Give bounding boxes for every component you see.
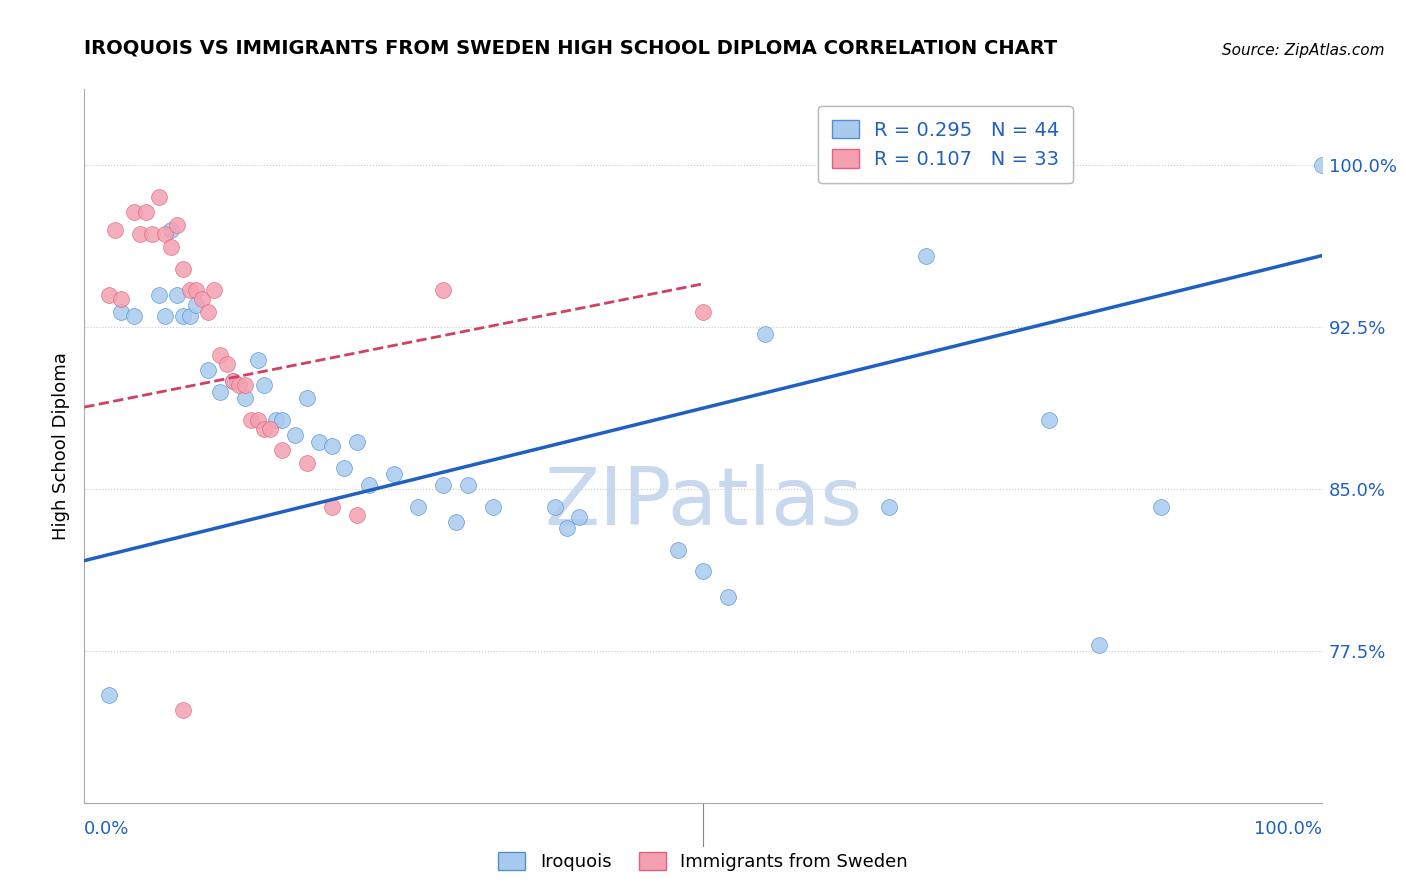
- Point: [1088, 638, 1111, 652]
- Y-axis label: High School Diploma: High School Diploma: [52, 352, 70, 540]
- Point: [202, 283, 225, 297]
- Point: [692, 305, 714, 319]
- Point: [233, 392, 256, 406]
- Point: [110, 305, 132, 319]
- Text: ZIPatlas: ZIPatlas: [544, 464, 862, 542]
- Point: [346, 508, 368, 523]
- Text: 100.0%: 100.0%: [1254, 820, 1322, 838]
- Point: [408, 500, 430, 514]
- Point: [246, 413, 269, 427]
- Point: [295, 456, 318, 470]
- Point: [160, 223, 183, 237]
- Point: [141, 227, 163, 241]
- Point: [179, 283, 201, 297]
- Point: [228, 378, 250, 392]
- Point: [432, 283, 454, 297]
- Point: [259, 422, 281, 436]
- Point: [914, 249, 936, 263]
- Point: [543, 500, 565, 514]
- Point: [240, 413, 263, 427]
- Point: [444, 515, 467, 529]
- Legend: Iroquois, Immigrants from Sweden: Iroquois, Immigrants from Sweden: [491, 845, 915, 879]
- Point: [382, 467, 405, 482]
- Point: [197, 305, 219, 319]
- Point: [166, 287, 188, 301]
- Point: [357, 478, 380, 492]
- Point: [253, 378, 276, 392]
- Point: [877, 500, 900, 514]
- Point: [172, 310, 194, 324]
- Point: [692, 565, 714, 579]
- Text: IROQUOIS VS IMMIGRANTS FROM SWEDEN HIGH SCHOOL DIPLOMA CORRELATION CHART: IROQUOIS VS IMMIGRANTS FROM SWEDEN HIGH …: [84, 39, 1057, 58]
- Point: [233, 378, 256, 392]
- Point: [184, 298, 207, 312]
- Point: [271, 443, 294, 458]
- Point: [222, 374, 245, 388]
- Point: [333, 460, 356, 475]
- Point: [110, 292, 132, 306]
- Point: [197, 363, 219, 377]
- Point: [153, 310, 176, 324]
- Point: [253, 422, 276, 436]
- Legend: R = 0.295   N = 44, R = 0.107   N = 33: R = 0.295 N = 44, R = 0.107 N = 33: [818, 106, 1073, 183]
- Point: [457, 478, 479, 492]
- Point: [209, 384, 232, 399]
- Point: [481, 500, 503, 514]
- Point: [555, 521, 578, 535]
- Point: [148, 190, 170, 204]
- Point: [568, 510, 591, 524]
- Point: [215, 357, 238, 371]
- Point: [129, 227, 152, 241]
- Text: 0.0%: 0.0%: [84, 820, 129, 838]
- Point: [191, 292, 214, 306]
- Point: [308, 434, 330, 449]
- Point: [264, 413, 287, 427]
- Point: [98, 688, 121, 702]
- Point: [321, 500, 343, 514]
- Point: [172, 261, 194, 276]
- Point: [346, 434, 368, 449]
- Point: [284, 428, 307, 442]
- Point: [666, 542, 689, 557]
- Text: Source: ZipAtlas.com: Source: ZipAtlas.com: [1222, 43, 1385, 58]
- Point: [717, 591, 740, 605]
- Point: [172, 703, 194, 717]
- Point: [222, 374, 245, 388]
- Point: [209, 348, 232, 362]
- Point: [166, 219, 188, 233]
- Point: [98, 287, 121, 301]
- Point: [246, 352, 269, 367]
- Point: [271, 413, 294, 427]
- Point: [104, 223, 127, 237]
- Point: [754, 326, 776, 341]
- Point: [122, 310, 145, 324]
- Point: [1310, 158, 1333, 172]
- Point: [122, 205, 145, 219]
- Point: [184, 283, 207, 297]
- Point: [321, 439, 343, 453]
- Point: [153, 227, 176, 241]
- Point: [135, 205, 157, 219]
- Point: [1150, 500, 1173, 514]
- Point: [179, 310, 201, 324]
- Point: [295, 392, 318, 406]
- Point: [148, 287, 170, 301]
- Point: [1038, 413, 1060, 427]
- Point: [432, 478, 454, 492]
- Point: [160, 240, 183, 254]
